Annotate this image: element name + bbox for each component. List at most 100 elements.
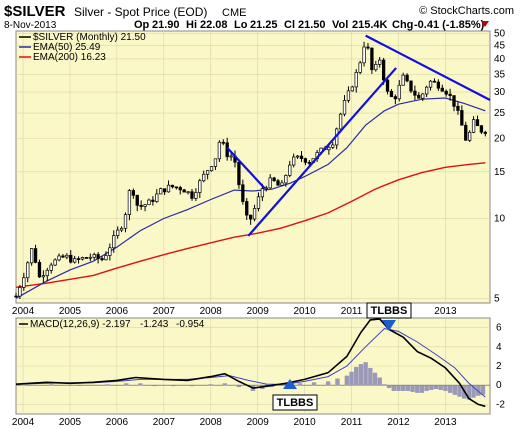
candle-body: [194, 192, 198, 199]
price-grid: [16, 31, 490, 303]
price-x-tick-label: 2005: [59, 306, 82, 317]
legend-ema50: EMA(50) 25.49: [33, 42, 101, 53]
histogram-bar: [438, 385, 443, 390]
candle-body: [53, 259, 57, 266]
macd-legend-macd: MACD(12,26,9) -2.197: [30, 319, 131, 330]
macd-x-tick-label: 2013: [434, 417, 457, 428]
candle-body: [405, 74, 409, 82]
histogram-bar: [443, 385, 448, 391]
ema200-path: [15, 162, 486, 288]
candle-body: [108, 247, 112, 256]
candle-body: [245, 201, 249, 216]
candle-body: [237, 161, 241, 186]
candle-body: [14, 295, 18, 298]
macd-legend-signal: -1.243: [140, 319, 169, 330]
histogram-bar: [77, 385, 82, 386]
candle-body: [413, 90, 417, 96]
candle-body: [342, 100, 347, 115]
op-label: Op: [134, 19, 150, 31]
ema200-line: [15, 162, 486, 288]
candle-body: [18, 287, 22, 297]
lo-value: 21.25: [250, 19, 278, 31]
candle-body: [143, 204, 147, 207]
candle-body: [116, 229, 120, 236]
candle-body: [471, 119, 476, 133]
candle-body: [421, 93, 425, 99]
lo-label: Lo: [234, 19, 248, 31]
price-y-tick-label: 15: [494, 167, 506, 178]
hi-value: 22.08: [200, 19, 228, 31]
chg-value: -0.41 (-1.85%): [414, 19, 485, 31]
candle-body: [252, 208, 257, 220]
price-y-tick-label: 45: [494, 40, 506, 51]
price-y-tick-label: 50: [494, 28, 506, 39]
macd-y-tick-label: 2: [496, 361, 502, 372]
candle-body: [362, 46, 366, 64]
candle-body: [92, 254, 96, 258]
histogram-bar: [424, 385, 429, 391]
histogram-bar: [466, 385, 472, 400]
candle-body: [346, 90, 351, 101]
price-y-tick-label: 35: [494, 69, 506, 80]
legend-ema200: EMA(200) 16.23: [33, 52, 106, 63]
candle-body: [417, 94, 421, 99]
candle-body: [424, 86, 429, 95]
candle-body: [331, 144, 335, 148]
macd-x-tick-label: 2011: [341, 417, 363, 428]
histogram-bar: [349, 371, 354, 386]
candle-body: [409, 80, 413, 92]
down-arrow-icon: [481, 21, 489, 27]
price-x-tick-label: 2010: [293, 306, 316, 317]
histogram-bar: [433, 385, 439, 390]
trendlines: [226, 34, 491, 237]
histogram-bar: [311, 382, 317, 386]
histogram-bar: [410, 385, 415, 392]
tlbbs-top-label: TLBBS: [371, 305, 408, 317]
candle-body: [464, 124, 468, 141]
histogram-bar: [400, 385, 406, 391]
candle-body: [213, 158, 218, 167]
candle-body: [84, 257, 89, 259]
macd-histogram: [20, 362, 486, 400]
candle-body: [366, 46, 370, 49]
histogram-bar: [236, 385, 242, 388]
histogram-bar: [447, 385, 453, 393]
candle-body: [139, 204, 143, 207]
chart-name: Silver - Spot Price (EOD): [74, 5, 207, 19]
histogram-bar: [368, 367, 373, 386]
price-y-tick-label: 20: [494, 134, 506, 145]
candle-body: [440, 87, 444, 92]
candle-body: [268, 177, 272, 189]
candle-body: [256, 196, 261, 209]
candle-body: [205, 170, 210, 175]
candle-body: [33, 248, 38, 263]
candle-body: [428, 80, 433, 88]
price-x-tick-label: 2004: [12, 306, 35, 317]
candle-body: [374, 64, 378, 71]
candle-body: [131, 190, 135, 196]
vol-value: 215.4K: [352, 19, 388, 31]
macd-x-axis: 2004 2005 2006 2007 2008 2009 2010 2011 2012 2013: [12, 417, 457, 428]
candle-body: [468, 131, 472, 141]
candle-body: [49, 264, 53, 271]
candle-body: [229, 155, 233, 158]
trendline: [365, 34, 491, 101]
macd-y-tick-label: 4: [496, 342, 502, 353]
histogram-bar: [363, 362, 368, 386]
candle-body: [432, 80, 437, 83]
candle-body: [170, 184, 175, 188]
macd-x-tick-label: 2005: [59, 417, 82, 428]
histogram-bar: [297, 383, 303, 386]
candle-body: [452, 95, 456, 107]
candle-body: [159, 188, 163, 195]
histogram-bar: [480, 385, 486, 395]
candle-body: [202, 173, 206, 182]
candle-body: [288, 164, 292, 176]
candle-body: [45, 270, 49, 277]
price-x-tick-label: 2006: [106, 306, 129, 317]
candle-body: [401, 74, 405, 86]
price-x-tick-label: 2009: [247, 306, 270, 317]
legend-price: $SILVER (Monthly) 21.50: [33, 32, 146, 43]
